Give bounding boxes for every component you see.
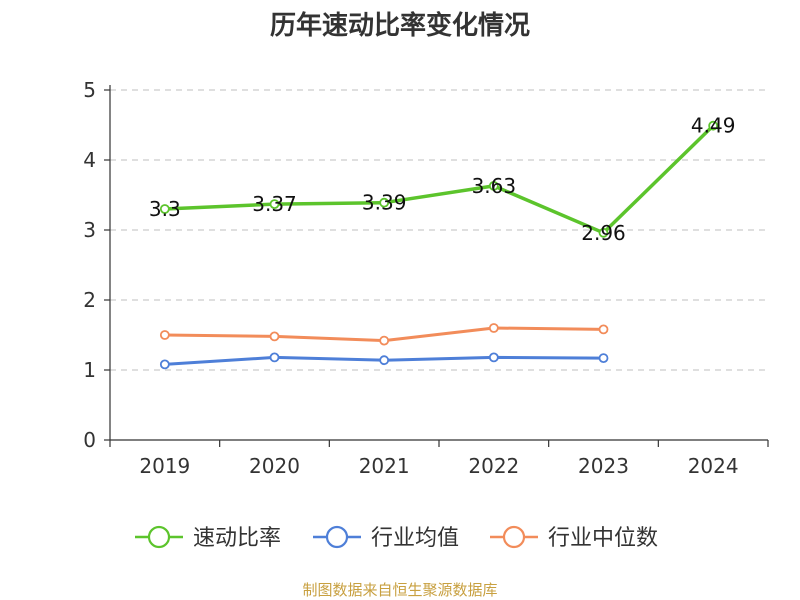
legend-label: 行业中位数 [548,526,658,551]
data-point-行业中位数 [159,330,170,340]
data-label-2020: 3.37 [252,192,297,216]
data-label-2024: 4.49 [691,114,736,138]
legend-label: 速动比率 [193,526,281,551]
data-label-2023: 2.96 [581,221,626,245]
x-tick-label-2019: 2019 [139,454,190,478]
y-tick-label-1: 1 [83,358,96,382]
legend-item-行业中位数[interactable]: 行业中位数 [490,525,658,551]
data-point-行业均值 [488,352,499,363]
data-point-行业中位数 [379,335,390,346]
data-label-2022: 3.63 [472,174,517,198]
x-tick-label-2020: 2020 [249,454,300,478]
x-tick-label-2022: 2022 [468,454,519,478]
axes: 0 1 2 3 4 5 2019 2020 2021 2022 2023 2024 [83,78,769,478]
data-point-行业均值 [379,355,390,366]
legend-label: 行业均值 [371,526,459,551]
data-point-行业中位数 [269,331,280,342]
data-point-行业中位数 [598,324,609,335]
legend-item-速动比率[interactable]: 速动比率 [135,525,281,551]
chart-title: 历年速动比率变化情况 [270,10,530,41]
data-point-速动比率 [488,180,499,191]
legend[interactable]: 速动比率 行业均值 行业中位数 [135,525,658,551]
data-point-速动比率 [269,199,280,210]
y-tick-label-3: 3 [83,218,96,242]
x-tick-label-2021: 2021 [359,454,410,478]
x-tick-label-2023: 2023 [578,454,629,478]
legend-swatch-marker [147,525,171,549]
source-note: 制图数据来自恒生聚源数据库 [302,581,497,599]
y-tick-label-0: 0 [83,428,96,452]
data-label-2019: 3.3 [149,197,181,221]
y-tick-label-2: 2 [83,288,96,312]
data-label-2021: 3.39 [362,191,407,215]
data-point-速动比率 [598,227,609,238]
legend-swatch-marker [502,525,526,549]
x-tick-label-2024: 2024 [688,454,739,478]
grid [110,89,768,371]
legend-swatch-marker [325,525,349,549]
data-point-行业均值 [269,352,280,363]
series-line-速动比率 [164,124,715,235]
data-point-行业均值 [159,359,170,370]
y-tick-label-4: 4 [83,148,96,172]
data-point-行业中位数 [488,323,499,333]
y-tick-label-5: 5 [83,78,96,102]
data-point-速动比率 [159,204,170,214]
legend-item-行业均值[interactable]: 行业均值 [313,525,459,551]
data-point-速动比率 [708,120,719,131]
series [159,120,719,370]
data-point-行业均值 [598,353,609,364]
data-point-速动比率 [379,197,390,208]
data-labels: 3.3 3.37 3.39 3.63 2.96 4.49 [149,114,736,245]
